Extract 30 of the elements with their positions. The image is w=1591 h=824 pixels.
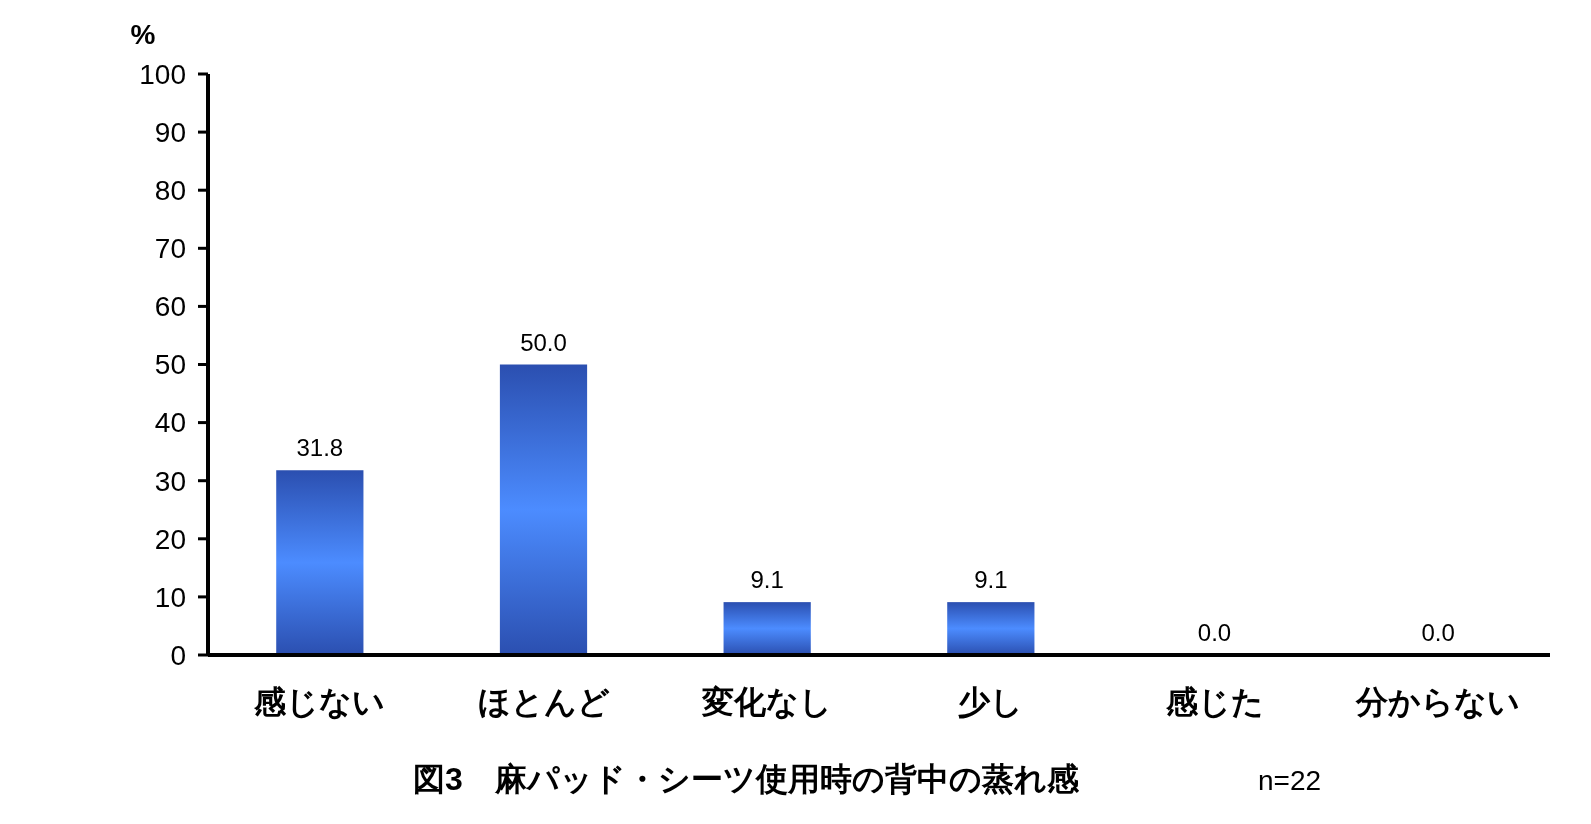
x-tick-label: 感じない (253, 684, 386, 720)
y-tick-label: 0 (170, 639, 186, 671)
y-tick-label: 10 (154, 581, 186, 613)
y-tick-label: 50 (154, 349, 186, 381)
x-tick-label: 変化なし (701, 684, 833, 720)
bar (947, 602, 1035, 655)
x-tick-label: ほとんど (477, 684, 610, 720)
y-axis-title: % (130, 19, 156, 50)
data-label: 0.0 (1421, 619, 1455, 646)
bar (276, 470, 364, 655)
y-tick-label: 70 (154, 233, 186, 265)
y-tick-label: 40 (154, 407, 186, 439)
data-label: 9.1 (974, 566, 1008, 594)
text: n=22 (1258, 765, 1322, 796)
bar (499, 364, 588, 655)
bar (723, 602, 811, 655)
data-label: 0.0 (1197, 619, 1232, 646)
data-label: 50.0 (520, 328, 567, 356)
y-tick-label: 100 (139, 58, 186, 90)
text: 図3 麻パッド・シーツ使用時の背中の蒸れ感 (413, 761, 1080, 797)
x-tick-label: 感じた (1164, 684, 1264, 720)
x-tick-label: 分からない (1355, 684, 1521, 720)
x-tick-label: 少し (958, 684, 1024, 720)
y-tick-label: 80 (154, 175, 186, 206)
y-tick-label: 30 (154, 465, 186, 497)
data-label: 31.8 (296, 434, 344, 462)
y-tick-label: 20 (154, 523, 186, 555)
y-tick-label: 60 (154, 291, 186, 323)
y-tick-label: 90 (154, 116, 186, 148)
data-label: 9.1 (750, 566, 784, 594)
